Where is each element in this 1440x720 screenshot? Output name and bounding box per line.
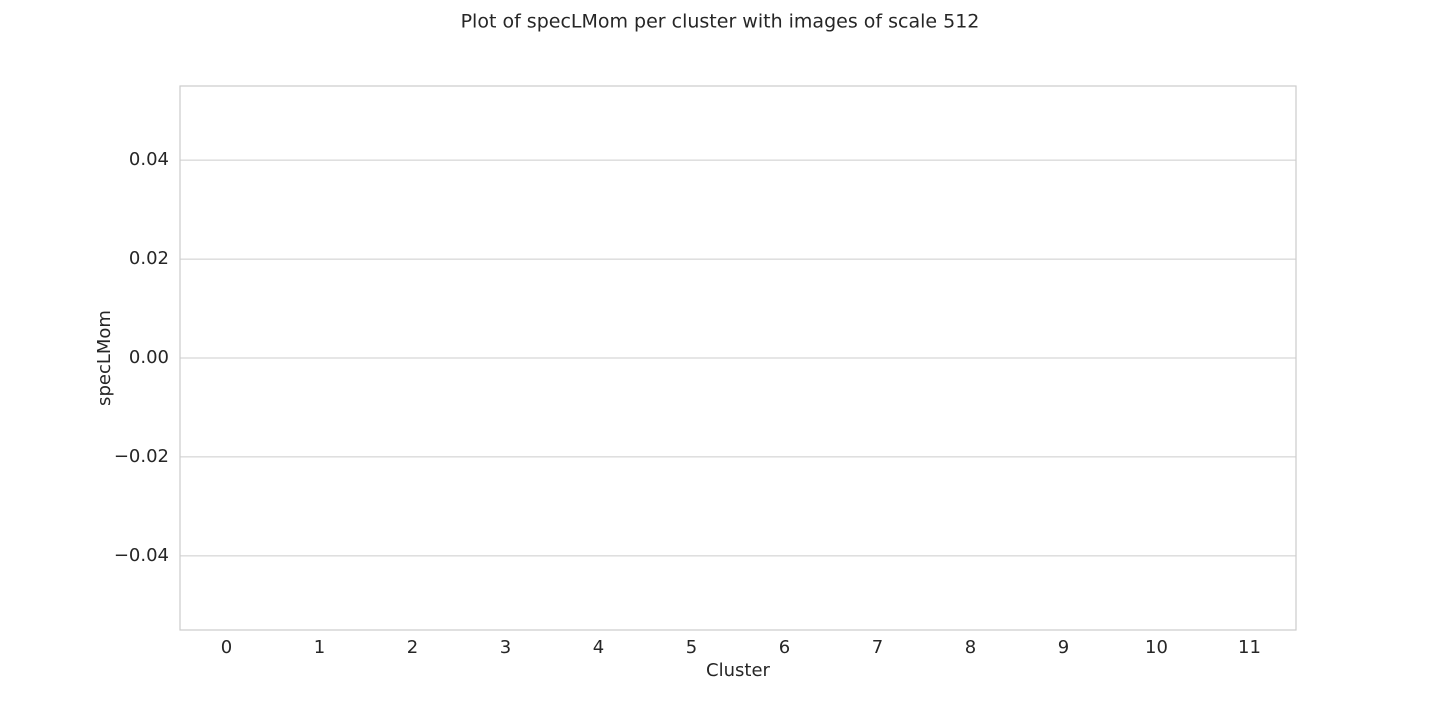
x-tick-label: 10 [1145, 637, 1168, 658]
x-tick-label: 7 [872, 637, 883, 658]
chart-title: Plot of specLMom per cluster with images… [461, 11, 980, 33]
x-tick-label: 1 [314, 637, 325, 658]
y-tick-label: −0.02 [114, 446, 169, 467]
y-tick-label: −0.04 [114, 545, 169, 566]
y-tick-label: 0.04 [129, 149, 169, 170]
x-tick-label: 6 [779, 637, 790, 658]
x-tick-label: 2 [407, 637, 418, 658]
y-axis-label: specLMom [94, 310, 115, 406]
x-tick-label: 8 [965, 637, 976, 658]
y-tick-label: 0.02 [129, 248, 169, 269]
x-tick-label: 0 [221, 637, 232, 658]
x-axis-label: Cluster [706, 660, 770, 681]
x-tick-label: 4 [593, 637, 604, 658]
x-tick-label: 5 [686, 637, 697, 658]
x-tick-label: 3 [500, 637, 511, 658]
x-tick-label: 11 [1238, 637, 1261, 658]
x-tick-label: 9 [1058, 637, 1069, 658]
y-tick-label: 0.00 [129, 347, 169, 368]
plot-frame [179, 85, 1297, 631]
